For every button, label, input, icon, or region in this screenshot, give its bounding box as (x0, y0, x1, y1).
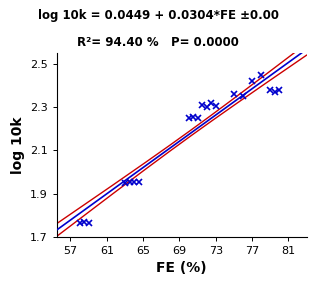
X-axis label: FE (%): FE (%) (156, 261, 207, 275)
Y-axis label: log 10k: log 10k (10, 116, 25, 174)
Text: R²= 94.40 %   P= 0.0000: R²= 94.40 % P= 0.0000 (77, 36, 239, 49)
Text: log 10k = 0.0449 + 0.0304*FE ±0.00: log 10k = 0.0449 + 0.0304*FE ±0.00 (38, 9, 278, 22)
